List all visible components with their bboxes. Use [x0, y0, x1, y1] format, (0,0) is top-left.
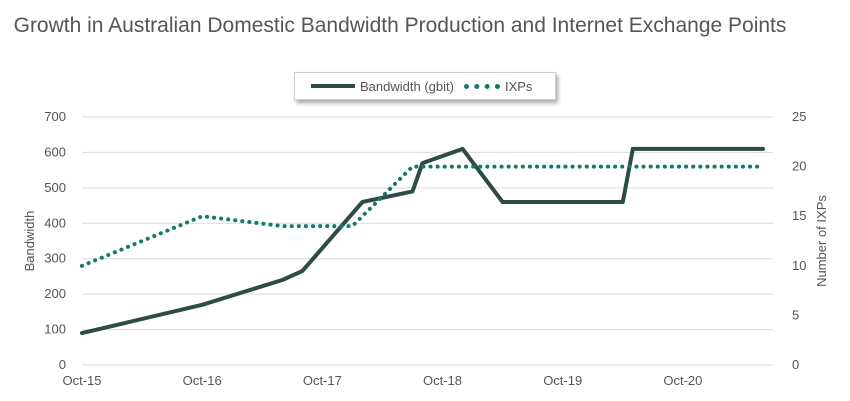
- y-tick-label: 100: [44, 322, 66, 337]
- x-tick-label: Oct-19: [543, 373, 582, 388]
- y-tick-label: 700: [44, 109, 66, 124]
- legend-item-ixps: IXPs: [463, 78, 533, 94]
- y-tick-label: 600: [44, 144, 66, 159]
- y2-axis-title: Number of IXPs: [814, 195, 829, 287]
- legend-swatch-bandwidth: [311, 84, 355, 88]
- y2-tick-label: 0: [792, 357, 799, 372]
- x-tick-label: Oct-20: [663, 373, 702, 388]
- y-tick-label: 0: [59, 357, 66, 372]
- legend-label-bandwidth: Bandwidth (gbit): [360, 78, 454, 94]
- y2-tick-label: 15: [792, 208, 806, 223]
- legend-label-ixps: IXPs: [504, 78, 533, 94]
- y2-tick-label: 20: [792, 159, 806, 174]
- y-tick-label: 300: [44, 251, 66, 266]
- x-tick-label: Oct-17: [303, 373, 342, 388]
- series-line-ixps: [80, 164, 765, 268]
- y2-tick-label: 10: [792, 258, 806, 273]
- y-tick-label: 200: [44, 286, 66, 301]
- x-tick-label: Oct-16: [183, 373, 222, 388]
- series-line-bandwidth: [80, 146, 765, 336]
- chart-title: Growth in Australian Domestic Bandwidth …: [13, 14, 787, 37]
- chart-legend: Bandwidth (gbit) IXPs: [294, 72, 556, 100]
- legend-swatch-ixps: [463, 83, 500, 89]
- y-axis-title: Bandwidth: [22, 211, 37, 272]
- y-tick-label: 400: [44, 215, 66, 230]
- y2-tick-label: 25: [792, 109, 806, 124]
- x-tick-label: Oct-15: [62, 373, 101, 388]
- legend-item-bandwidth: Bandwidth (gbit): [311, 79, 454, 94]
- x-tick-label: Oct-18: [423, 373, 462, 388]
- y2-tick-label: 5: [792, 307, 799, 322]
- y-tick-label: 500: [44, 180, 66, 195]
